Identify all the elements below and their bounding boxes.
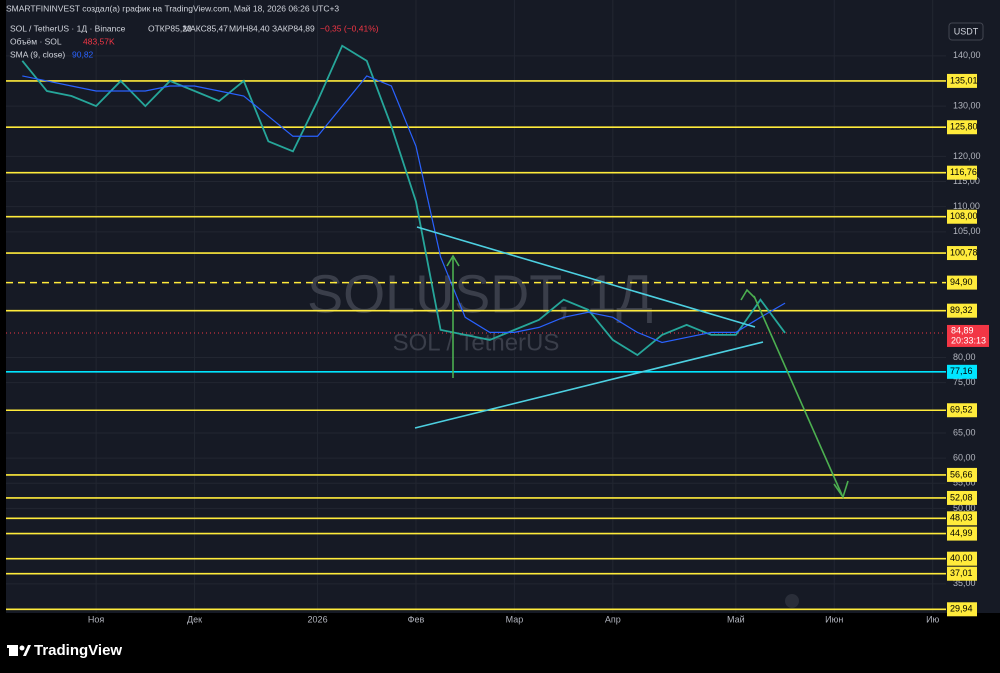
level-label: 29,94 bbox=[950, 604, 973, 614]
plot-area bbox=[6, 0, 946, 613]
x-tick-label: Май bbox=[727, 614, 745, 624]
y-tick-label: 65,00 bbox=[953, 427, 976, 437]
y-tick-label: 80,00 bbox=[953, 352, 976, 362]
arrow-head bbox=[833, 480, 849, 499]
level-tag bbox=[947, 403, 977, 418]
arrow-head bbox=[740, 288, 756, 301]
level-tag bbox=[947, 73, 977, 88]
x-tick-label: Ию bbox=[926, 614, 939, 624]
trend-line bbox=[414, 341, 764, 429]
y-tick-label: 130,00 bbox=[953, 100, 981, 110]
currency-box[interactable] bbox=[948, 22, 984, 41]
high: МАКС85,47 bbox=[183, 23, 228, 33]
y-tick-label: 75,00 bbox=[953, 377, 976, 387]
y-tick-label: 140,00 bbox=[953, 50, 981, 60]
y-tick-label: 105,00 bbox=[953, 226, 981, 236]
brand: TradingView bbox=[34, 642, 122, 659]
y-tick-label: 120,00 bbox=[953, 151, 981, 161]
drawings bbox=[414, 226, 849, 499]
volume-value: 483,57K bbox=[83, 36, 115, 46]
level-label: 116,76 bbox=[950, 167, 977, 177]
level-label: 52,08 bbox=[950, 492, 973, 502]
level-tag bbox=[947, 165, 977, 180]
levels bbox=[6, 80, 946, 611]
arrow bbox=[753, 295, 843, 496]
watermark-sub: SOL / TetherUS bbox=[393, 329, 560, 356]
countdown: 20:33:13 bbox=[951, 335, 986, 345]
x-tick-label: Мар bbox=[506, 614, 524, 624]
level-label: 77,16 bbox=[950, 366, 973, 376]
y-tick-label: 60,00 bbox=[953, 452, 976, 462]
level-label: 48,03 bbox=[950, 513, 973, 523]
x-tick-label: Дек bbox=[187, 614, 202, 624]
level-label: 100,78 bbox=[950, 247, 978, 257]
level-label: 56,66 bbox=[950, 469, 973, 479]
series bbox=[21, 44, 786, 357]
level-tag bbox=[947, 566, 977, 581]
last-price-label: 84,89 bbox=[951, 325, 974, 335]
level-label: 37,01 bbox=[950, 568, 973, 578]
x-tick-label: Апр bbox=[605, 614, 621, 624]
level-label: 44,99 bbox=[950, 528, 973, 538]
low: МИН84,40 bbox=[229, 23, 270, 33]
level-label: 135,01 bbox=[950, 75, 978, 85]
close: ЗАКР84,89 bbox=[272, 23, 315, 33]
sma-label: SMA (9, close) bbox=[10, 49, 65, 59]
level-tag bbox=[947, 303, 977, 318]
last-price-tag bbox=[947, 324, 989, 347]
level-tag bbox=[947, 120, 977, 135]
level-tag bbox=[947, 209, 977, 224]
trend-line bbox=[416, 226, 756, 328]
level-label: 40,00 bbox=[950, 553, 973, 563]
level-tag bbox=[947, 551, 977, 566]
y-tick-label: 50,00 bbox=[953, 503, 976, 513]
level-label: 89,32 bbox=[950, 305, 973, 315]
level-label: 94,90 bbox=[950, 277, 973, 287]
change: −0,35 (−0,41%) bbox=[320, 23, 379, 33]
level-tag bbox=[947, 275, 977, 290]
level-tag bbox=[947, 246, 977, 261]
level-tag bbox=[947, 602, 977, 617]
credit: SMARTFININVEST создал(а) график на Tradi… bbox=[6, 3, 339, 13]
level-label: 108,00 bbox=[950, 211, 978, 221]
price-line bbox=[21, 44, 786, 357]
level-tag bbox=[947, 490, 977, 505]
symbol: SOL / TetherUS · 1Д · Binance bbox=[10, 23, 126, 33]
currency[interactable]: USDT bbox=[954, 26, 979, 36]
arrow-head bbox=[446, 254, 460, 267]
y-tick-label: 110,00 bbox=[953, 201, 980, 211]
sma-value: 90,82 bbox=[72, 49, 94, 59]
y-tick-label: 55,00 bbox=[953, 478, 976, 488]
grid bbox=[6, 0, 946, 613]
price-line bbox=[22, 75, 786, 344]
level-label: 125,80 bbox=[950, 122, 978, 132]
flash-icon[interactable] bbox=[785, 594, 799, 608]
level-tag bbox=[947, 364, 977, 379]
x-tick-label: Ноя bbox=[88, 614, 105, 624]
volume-label: Объём · SOL bbox=[10, 36, 62, 46]
logo bbox=[7, 645, 31, 656]
x-tick-label: Фев bbox=[408, 614, 425, 624]
level-label: 69,52 bbox=[950, 405, 973, 415]
level-tag bbox=[947, 511, 977, 526]
y-tick-label: 115,00 bbox=[953, 176, 980, 186]
x-tick-label: 2026 bbox=[308, 614, 328, 624]
x-tick-label: Июн bbox=[825, 614, 843, 624]
y-tick-label: 35,00 bbox=[953, 578, 976, 588]
level-tag bbox=[947, 526, 977, 541]
open: ОТКР85,23 bbox=[148, 23, 192, 33]
level-tag bbox=[947, 467, 977, 482]
